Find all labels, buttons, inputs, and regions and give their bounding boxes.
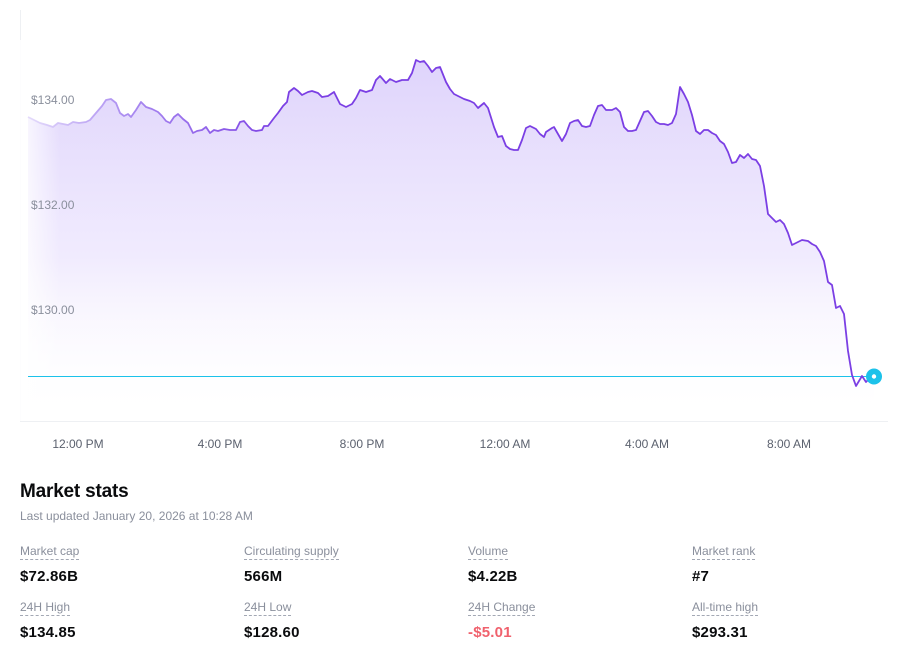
stat-value-24h-change: -$5.01 [468,624,512,641]
stat-market-cap: Market cap $72.86B [20,542,244,585]
x-axis-label: 12:00 AM [479,437,531,451]
stat-all-time-high: All-time high $293.31 [692,598,892,641]
stat-label-all-time-high[interactable]: All-time high [692,600,759,616]
stat-value-24h-low: $128.60 [244,624,300,641]
x-axis-label: 8:00 AM [766,437,812,451]
stat-market-rank: Market rank #7 [692,542,892,585]
stat-label-volume[interactable]: Volume [468,544,509,560]
stat-label-market-cap[interactable]: Market cap [20,544,80,560]
y-axis-label-134: $134.00 [31,93,75,107]
stat-value-circulating-supply: 566M [244,568,283,585]
stat-label-circulating-supply[interactable]: Circulating supply [244,544,339,560]
stat-label-market-rank[interactable]: Market rank [692,544,756,560]
price-line [27,59,875,387]
x-axis-label: 4:00 PM [197,437,243,451]
x-axis-label: 12:00 PM [52,437,104,451]
stat-value-market-rank: #7 [692,568,710,585]
stat-value-all-time-high: $293.31 [692,624,748,641]
market-stats-title: Market stats [20,481,129,502]
stat-24h-change: 24H Change -$5.01 [468,598,692,641]
last-updated-text: Last updated January 20, 2026 at 10:28 A… [20,509,253,523]
current-price-marker-dot [871,374,877,379]
y-axis-label-130: $130.00 [31,303,75,317]
stat-value-market-cap: $72.86B [20,568,79,585]
stat-value-24h-high: $134.85 [20,624,76,641]
stat-24h-low: 24H Low $128.60 [244,598,468,641]
price-chart-svg[interactable] [0,0,903,430]
stat-label-24h-low[interactable]: 24H Low [244,600,292,616]
stat-label-24h-high[interactable]: 24H High [20,600,71,616]
market-stats-section: Market stats Last updated January 20, 20… [20,481,900,641]
stat-circulating-supply: Circulating supply 566M [244,542,468,585]
stats-grid: Market cap $72.86B Circulating supply 56… [20,542,900,641]
x-axis-label: 4:00 AM [624,437,670,451]
stat-24h-high: 24H High $134.85 [20,598,244,641]
stat-value-volume: $4.22B [468,568,518,585]
y-axis-label-132: $132.00 [31,198,75,212]
stat-volume: Volume $4.22B [468,542,692,585]
price-chart[interactable]: $134.00 $132.00 $130.00 12:00 PM 4:00 PM… [0,0,903,470]
x-axis-label: 8:00 PM [339,437,385,451]
x-axis-labels: 12:00 PM 4:00 PM 8:00 PM 12:00 AM 4:00 A… [0,437,903,455]
area-fade-overlay [20,40,270,421]
stat-label-24h-change[interactable]: 24H Change [468,600,536,616]
